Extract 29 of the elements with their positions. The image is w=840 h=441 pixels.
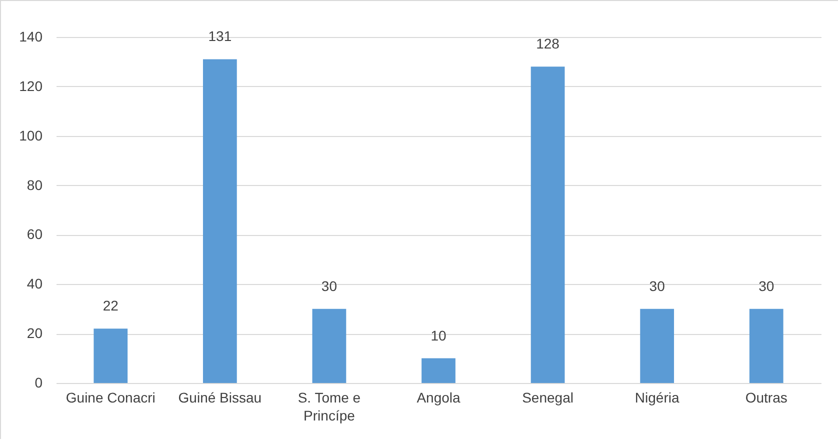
- y-tick-label: 120: [19, 78, 43, 94]
- data-label: 22: [102, 298, 119, 314]
- bar: [422, 358, 456, 383]
- bar: [749, 308, 784, 383]
- bar: [640, 308, 674, 383]
- bar: [312, 308, 346, 383]
- data-label: 30: [321, 278, 338, 294]
- bar: [94, 328, 128, 383]
- data-label: 128: [536, 36, 560, 52]
- x-tick-label: Senegal: [522, 390, 574, 406]
- x-tick-label: S. Tome e Princípe: [298, 390, 361, 424]
- x-tick-label: Nigéria: [634, 390, 680, 406]
- x-tick-label: Guine Conacri: [66, 390, 156, 406]
- data-label: 30: [758, 278, 774, 294]
- x-tick-label: Angola: [416, 390, 461, 406]
- y-tick-label: 140: [19, 28, 43, 44]
- x-tick-label: Outras: [745, 390, 788, 406]
- data-label: 30: [649, 278, 666, 294]
- y-tick-label: 40: [26, 276, 43, 292]
- y-tick-label: 100: [19, 127, 43, 144]
- y-tick-label: 0: [34, 374, 43, 390]
- bar: [530, 66, 565, 383]
- data-label: 10: [430, 327, 446, 344]
- bar: [202, 59, 237, 383]
- y-tick-label: 80: [26, 176, 43, 193]
- y-tick-label: 20: [26, 325, 43, 342]
- y-tick-label: 60: [26, 226, 43, 242]
- x-tick-label: Guiné Bissau: [178, 390, 262, 406]
- data-label: 131: [208, 28, 232, 44]
